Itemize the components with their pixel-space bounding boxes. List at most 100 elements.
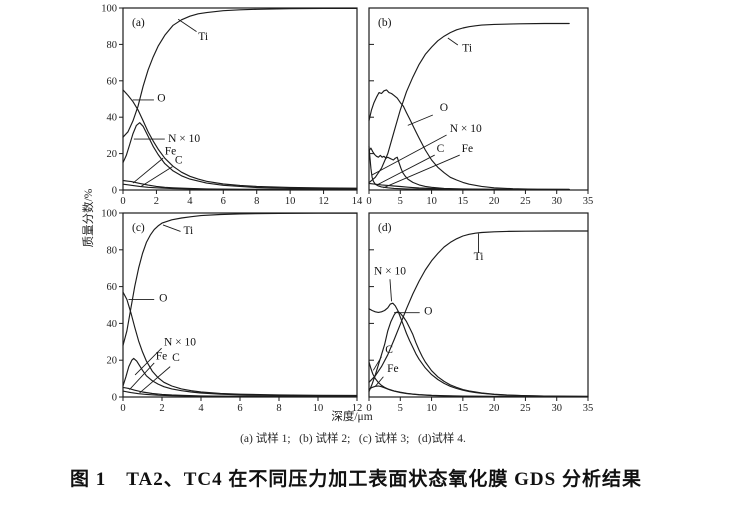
annotation-leader (139, 366, 171, 394)
x-tick-label: 0 (120, 196, 125, 207)
curve-Ti (122, 7, 358, 138)
annotation-leader (374, 376, 384, 387)
x-tick-label: 20 (489, 403, 500, 414)
x-tick-label: 4 (198, 403, 204, 414)
plot-frame (122, 212, 358, 398)
x-tick-label: 10 (313, 403, 324, 414)
y-tick-label: 20 (107, 149, 118, 160)
curve-C (122, 390, 358, 398)
x-tick-label: 4 (187, 196, 193, 207)
panel-letter: (b) (378, 17, 392, 29)
figure-title: 图 1 TA2、TC4 在不同压力加工表面状态氧化膜 GDS 分析结果 (70, 469, 642, 490)
plot-frame (368, 7, 589, 191)
figure-subcaption: (a) 试样 1; (b) 试样 2; (c) 试样 3; (d)试样 4. (240, 433, 466, 445)
panel-letter: (c) (132, 222, 145, 234)
annotation-label-N×10: N × 10 (164, 336, 196, 348)
x-tick-label: 30 (551, 196, 562, 207)
x-tick-label: 0 (366, 196, 371, 207)
x-tick-label: 2 (159, 403, 164, 414)
x-tick-label: 25 (520, 196, 531, 207)
annotation-label-Fe: Fe (156, 350, 168, 362)
curve-Ti (368, 230, 589, 383)
curve-O (122, 89, 358, 189)
curve-Ti (122, 212, 358, 347)
x-tick-label: 15 (458, 403, 469, 414)
x-tick-label: 0 (366, 403, 371, 414)
x-tick-label: 5 (398, 196, 403, 207)
annotation-label-O: O (424, 306, 432, 318)
annotation-leader (447, 37, 459, 46)
x-tick-label: 30 (551, 403, 562, 414)
annotation-label-Ti: Ti (198, 31, 208, 43)
subplot-c: 0 2 4 6 8 10 12 0 20 40 60 80 100 Ti O N × 10 Fe C (c) (101, 209, 362, 415)
y-tick-label: 100 (101, 209, 117, 220)
x-tick-label: 35 (583, 196, 594, 207)
x-tick-label: 10 (426, 196, 437, 207)
subplot-d: 0 5 10 15 20 25 30 35 Ti N × 10 O C Fe (d) (366, 212, 594, 414)
curve-N×10 (122, 122, 358, 190)
annotation-label-Ti: Ti (474, 251, 484, 263)
annotation-label-Fe: Fe (165, 146, 177, 158)
annotation-leader (372, 356, 382, 371)
y-tick-label: 80 (107, 245, 118, 256)
x-tick-label: 8 (276, 403, 281, 414)
annotation-label-C: C (385, 344, 393, 356)
x-tick-label: 6 (237, 403, 242, 414)
x-tick-label: 12 (352, 403, 363, 414)
annotation-label-N×10: N × 10 (168, 133, 200, 145)
annotation-leader (177, 18, 197, 33)
y-tick-label: 20 (107, 356, 118, 367)
annotation-leader (140, 166, 173, 188)
annotation-label-O: O (157, 93, 165, 105)
y-tick-label: 40 (107, 113, 118, 124)
x-tick-label: 2 (154, 196, 159, 207)
curve-Ti (368, 22, 570, 184)
annotation-leader (383, 154, 460, 189)
x-tick-label: 12 (318, 196, 329, 207)
subplot-b: 0 5 10 15 20 25 30 35 Ti ON × 10 C Fe (b) (366, 7, 594, 207)
x-tick-label: 5 (398, 403, 403, 414)
panel-letter: (a) (132, 17, 145, 29)
y-tick-label: 60 (107, 282, 118, 293)
curve-O (368, 89, 570, 191)
curve-N×10 (368, 147, 570, 191)
annotation-label-O: O (159, 292, 167, 304)
annotation-leader (132, 157, 164, 184)
x-tick-label: 14 (352, 196, 363, 207)
curve-C (368, 145, 570, 191)
y-tick-label: 60 (107, 76, 118, 87)
annotation-leader (371, 134, 447, 176)
annotation-label-O: O (440, 102, 448, 114)
annotation-leader (407, 114, 433, 126)
plot-frame (368, 212, 589, 398)
y-tick-label: 80 (107, 40, 118, 51)
x-tick-label: 35 (583, 403, 594, 414)
x-tick-label: 10 (426, 403, 437, 414)
y-axis-label: 质量分数/% (81, 188, 95, 247)
annotation-label-C: C (437, 143, 445, 155)
y-tick-label: 0 (112, 393, 117, 404)
annotation-label-Fe: Fe (462, 143, 474, 155)
annotation-leader (134, 347, 162, 376)
annotation-leader (389, 279, 392, 302)
curve-C (122, 183, 358, 191)
x-tick-label: 10 (285, 196, 296, 207)
annotation-leader (129, 362, 155, 390)
x-tick-label: 20 (489, 196, 500, 207)
panel-letter: (d) (378, 222, 392, 234)
annotation-label-N×10: N × 10 (450, 123, 482, 135)
curve-N×10 (368, 302, 589, 397)
x-tick-label: 8 (254, 196, 259, 207)
x-tick-label: 6 (221, 196, 226, 207)
annotation-leader (376, 154, 435, 186)
curve-C (368, 361, 589, 398)
annotation-label-Ti: Ti (183, 225, 193, 237)
curve-Fe (368, 385, 589, 398)
plot-frame (122, 7, 358, 191)
curve-O (122, 291, 358, 397)
annotation-label-C: C (175, 155, 183, 167)
y-tick-label: 40 (107, 319, 118, 330)
curve-N×10 (122, 357, 358, 397)
